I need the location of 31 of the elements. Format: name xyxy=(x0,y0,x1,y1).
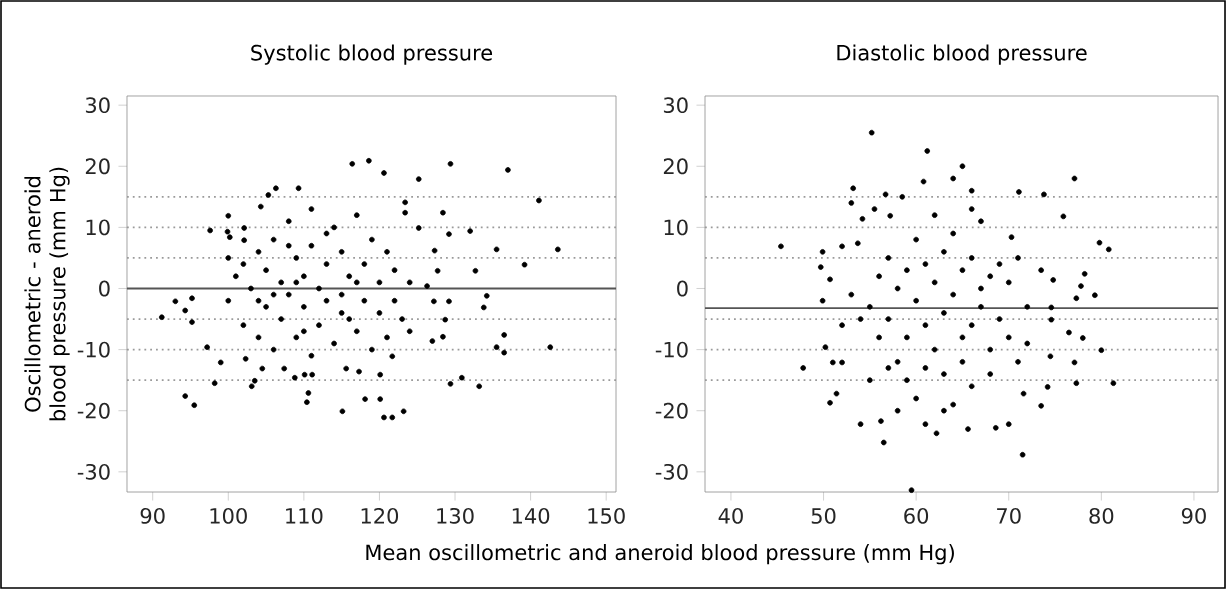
y-tick-label: -10 xyxy=(655,341,688,358)
x-tick-label: 110 xyxy=(286,507,323,524)
x-tick-label: 130 xyxy=(437,507,474,524)
x-tick-label: 60 xyxy=(904,507,929,524)
y-tick-label: 10 xyxy=(664,219,688,236)
x-tick-label: 100 xyxy=(210,507,247,524)
y-tick-label: 20 xyxy=(85,158,110,175)
y-tick-label: -20 xyxy=(655,402,688,419)
x-tick-label: 80 xyxy=(1089,507,1114,524)
y-tick-label: -20 xyxy=(77,402,110,419)
x-tick-label: 40 xyxy=(718,507,743,524)
x-tick-label: 50 xyxy=(811,507,836,524)
x-tick-label: 70 xyxy=(997,507,1021,524)
y-tick-label: -10 xyxy=(77,341,110,358)
y-tick-label: -30 xyxy=(77,463,110,480)
y-tick-label: -30 xyxy=(655,463,688,480)
chart-title: Systolic blood pressure xyxy=(251,44,493,65)
y-axis-title: Oscillometric - aneroid blood pressure (mm Hg) xyxy=(24,167,70,421)
y-tick-label: 10 xyxy=(86,219,110,236)
y-tick-label: 20 xyxy=(663,158,688,175)
x-tick-label: 90 xyxy=(140,507,165,524)
y-tick-label: 0 xyxy=(99,280,110,297)
x-tick-label: 90 xyxy=(1181,507,1206,524)
y-tick-label: 30 xyxy=(85,97,110,114)
chart-title: Diastolic blood pressure xyxy=(837,44,1087,65)
x-tick-label: 140 xyxy=(512,507,550,524)
y-tick-label: 0 xyxy=(677,280,688,297)
x-axis-title: Mean oscillometric and aneroid blood pressure (mm Hg) xyxy=(366,544,954,565)
y-tick-label: 30 xyxy=(663,97,688,114)
x-tick-label: 150 xyxy=(588,507,625,524)
x-tick-label: 120 xyxy=(361,507,399,524)
